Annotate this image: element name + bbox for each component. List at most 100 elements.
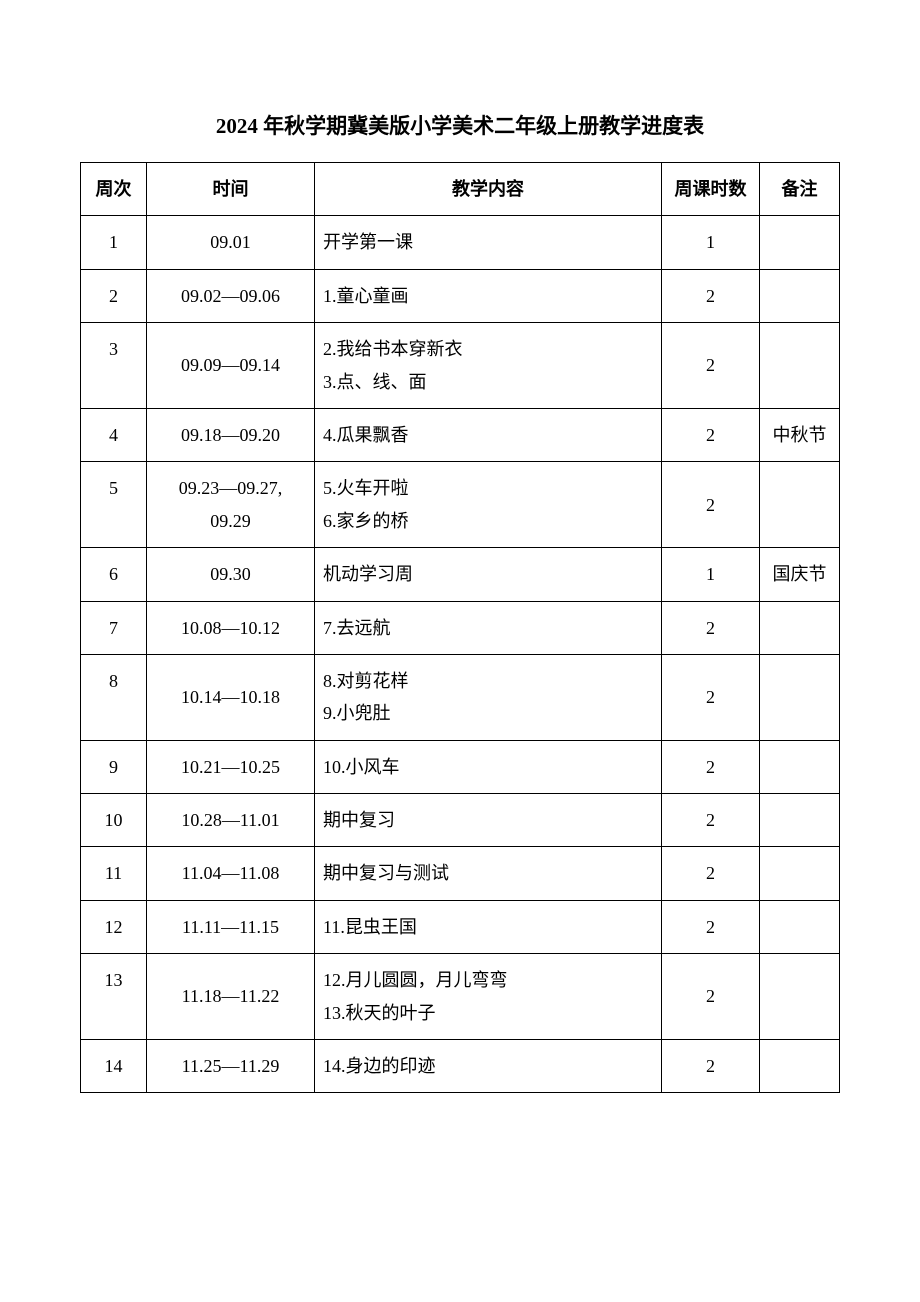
cell-week: 5 [81,462,147,548]
content-line: 开学第一课 [323,226,655,258]
cell-week: 4 [81,408,147,461]
table-row: 209.02—09.061.童心童画2 [81,269,840,322]
cell-note: 国庆节 [760,548,840,601]
content-line: 11.昆虫王国 [323,911,655,943]
cell-content: 开学第一课 [315,216,662,269]
table-row: 1010.28—11.01期中复习2 [81,794,840,847]
content-line: 6.家乡的桥 [323,505,655,537]
cell-content: 机动学习周 [315,548,662,601]
time-line: 10.08—10.12 [153,612,308,644]
col-header-time: 时间 [147,163,315,216]
cell-content: 4.瓜果飘香 [315,408,662,461]
time-line: 11.11—11.15 [153,911,308,943]
cell-week: 14 [81,1040,147,1093]
page-title: 2024 年秋学期冀美版小学美术二年级上册教学进度表 [80,110,840,140]
table-row: 409.18—09.20 4.瓜果飘香2中秋节 [81,408,840,461]
content-line: 14.身边的印迹 [323,1050,655,1082]
cell-time: 09.23—09.27,09.29 [147,462,315,548]
cell-hours: 2 [662,323,760,409]
col-header-content: 教学内容 [315,163,662,216]
content-line: 10.小风车 [323,751,655,783]
cell-content: 期中复习 [315,794,662,847]
cell-hours: 2 [662,601,760,654]
content-line: 3.点、线、面 [323,366,655,398]
schedule-table: 周次 时间 教学内容 周课时数 备注 109.01开学第一课1209.02—09… [80,162,840,1093]
cell-hours: 1 [662,216,760,269]
content-line: 机动学习周 [323,558,655,590]
cell-content: 11.昆虫王国 [315,900,662,953]
table-row: 1411.25—11.2914.身边的印迹2 [81,1040,840,1093]
cell-hours: 2 [662,740,760,793]
cell-content: 10.小风车 [315,740,662,793]
cell-week: 13 [81,954,147,1040]
cell-week: 1 [81,216,147,269]
content-line: 9.小兜肚 [323,697,655,729]
table-row: 109.01开学第一课1 [81,216,840,269]
time-line: 09.18—09.20 [153,419,308,451]
cell-time: 10.21—10.25 [147,740,315,793]
cell-content: 2.我给书本穿新衣3.点、线、面 [315,323,662,409]
table-header-row: 周次 时间 教学内容 周课时数 备注 [81,163,840,216]
cell-content: 5.火车开啦6.家乡的桥 [315,462,662,548]
table-row: 1311.18—11.2212.月儿圆圆，月儿弯弯13.秋天的叶子2 [81,954,840,1040]
cell-hours: 2 [662,654,760,740]
cell-time: 11.11—11.15 [147,900,315,953]
time-line: 09.30 [153,558,308,590]
cell-time: 10.14—10.18 [147,654,315,740]
cell-week: 9 [81,740,147,793]
table-row: 1211.11—11.1511.昆虫王国2 [81,900,840,953]
cell-time: 09.01 [147,216,315,269]
cell-content: 12.月儿圆圆，月儿弯弯13.秋天的叶子 [315,954,662,1040]
cell-content: 1.童心童画 [315,269,662,322]
cell-week: 6 [81,548,147,601]
cell-hours: 1 [662,548,760,601]
content-line: 1.童心童画 [323,280,655,312]
cell-note [760,954,840,1040]
time-line: 11.04—11.08 [153,857,308,889]
time-line: 09.01 [153,226,308,258]
cell-note [760,900,840,953]
time-line: 10.21—10.25 [153,751,308,783]
cell-note [760,654,840,740]
cell-time: 11.25—11.29 [147,1040,315,1093]
cell-time: 10.28—11.01 [147,794,315,847]
time-line: 11.18—11.22 [153,980,308,1012]
cell-note [760,601,840,654]
cell-hours: 2 [662,847,760,900]
cell-note [760,323,840,409]
time-line: 10.28—11.01 [153,804,308,836]
content-line: 7.去远航 [323,612,655,644]
content-line: 期中复习 [323,804,655,836]
cell-time: 09.18—09.20 [147,408,315,461]
time-line: 09.29 [153,505,308,537]
content-line: 2.我给书本穿新衣 [323,333,655,365]
cell-time: 11.04—11.08 [147,847,315,900]
time-line: 09.02—09.06 [153,280,308,312]
col-header-note: 备注 [760,163,840,216]
time-line: 10.14—10.18 [153,681,308,713]
table-row: 710.08—10.127.去远航2 [81,601,840,654]
cell-hours: 2 [662,269,760,322]
cell-hours: 2 [662,408,760,461]
table-body: 109.01开学第一课1209.02—09.061.童心童画2309.09—09… [81,216,840,1093]
table-row: 609.30 机动学习周1国庆节 [81,548,840,601]
cell-note [760,740,840,793]
col-header-hours: 周课时数 [662,163,760,216]
cell-note [760,1040,840,1093]
cell-hours: 2 [662,1040,760,1093]
cell-note [760,269,840,322]
cell-week: 2 [81,269,147,322]
cell-time: 09.09—09.14 [147,323,315,409]
cell-note: 中秋节 [760,408,840,461]
table-row: 1111.04—11.08期中复习与测试2 [81,847,840,900]
time-line: 09.23—09.27, [153,472,308,504]
content-line: 4.瓜果飘香 [323,419,655,451]
content-line: 期中复习与测试 [323,857,655,889]
cell-content: 8.对剪花样9.小兜肚 [315,654,662,740]
cell-hours: 2 [662,954,760,1040]
table-row: 810.14—10.188.对剪花样9.小兜肚2 [81,654,840,740]
cell-week: 8 [81,654,147,740]
cell-week: 12 [81,900,147,953]
table-row: 910.21—10.25 10.小风车2 [81,740,840,793]
cell-week: 3 [81,323,147,409]
